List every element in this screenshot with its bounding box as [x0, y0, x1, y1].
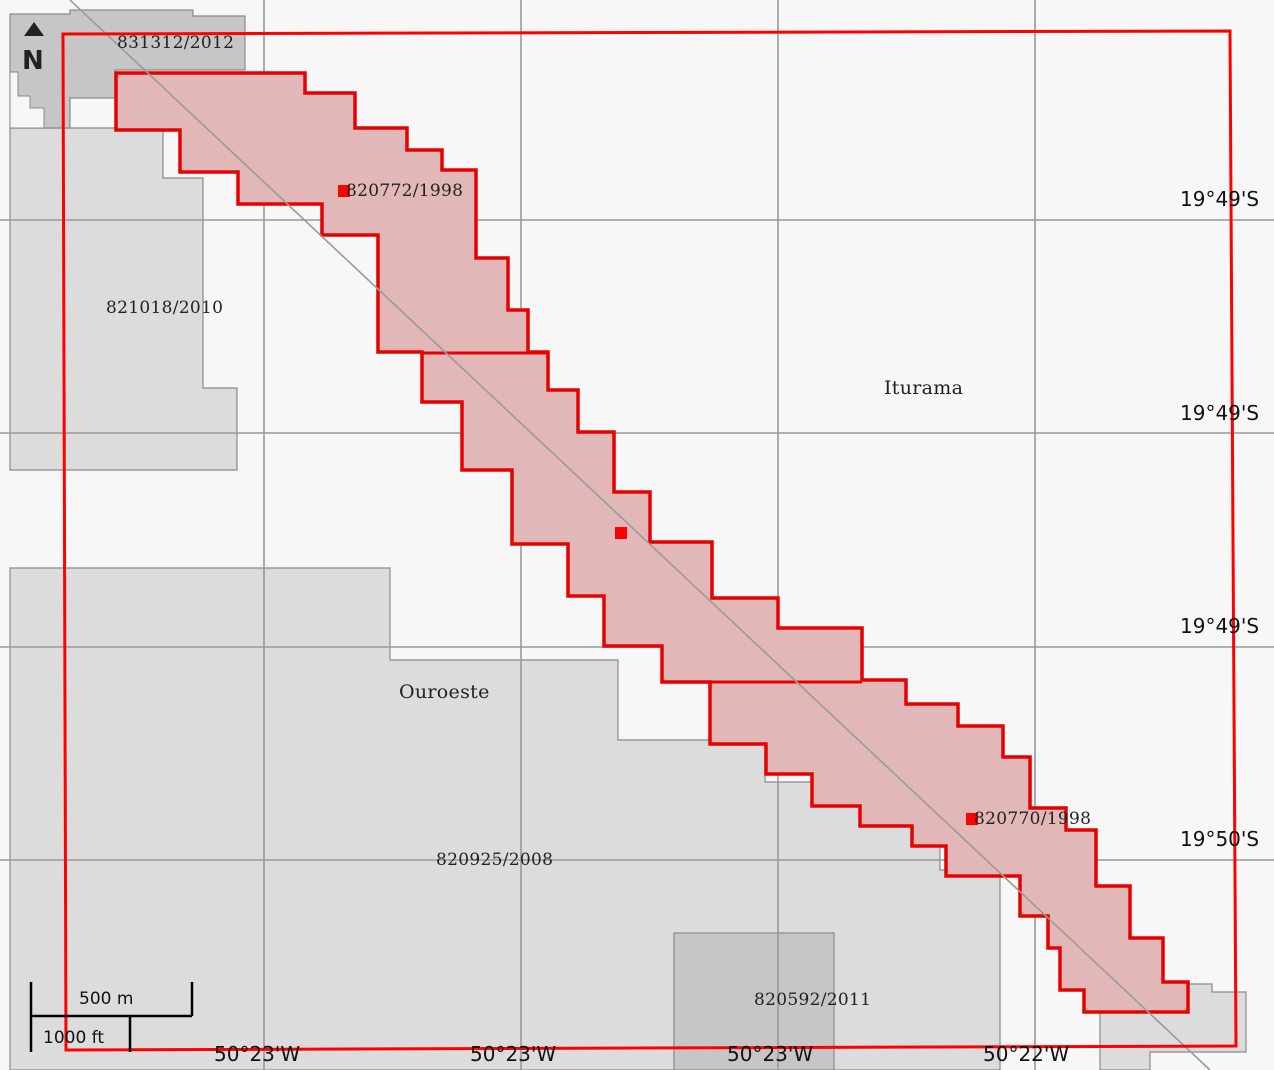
label-820772: 820772/1998: [346, 181, 463, 201]
marker-820770[interactable]: [966, 813, 978, 825]
north-arrow-label: N: [22, 46, 44, 76]
north-arrow-icon: N: [22, 22, 44, 76]
scale-label-metric: 500 m: [79, 989, 133, 1009]
target-subdivisions: [422, 351, 862, 684]
marker-center[interactable]: [615, 527, 627, 539]
lon-label-4: 50°22'W: [983, 1042, 1069, 1066]
label-820770: 820770/1998: [974, 809, 1091, 829]
study-area-boundary: [61, 29, 1238, 1052]
parcel-831312[interactable]: [9, 9, 246, 129]
label-820592: 820592/2011: [754, 990, 871, 1010]
lon-label-1: 50°23'W: [214, 1042, 300, 1066]
lat-label-1: 19°49'S: [1180, 187, 1259, 211]
lat-label-3: 19°49'S: [1180, 614, 1259, 638]
label-820925: 820925/2008: [436, 850, 553, 870]
label-831312: 831312/2012: [117, 33, 234, 53]
scale-bar: [29, 982, 194, 1052]
place-label-ouroeste: Ouroeste: [399, 681, 490, 703]
marker-820772[interactable]: [338, 185, 350, 197]
lon-label-3: 50°23'W: [727, 1042, 813, 1066]
place-label-iturama: Iturama: [884, 377, 963, 399]
lon-label-2: 50°23'W: [470, 1042, 556, 1066]
parcel-notch: [9, 71, 45, 129]
lat-label-2: 19°49'S: [1180, 401, 1259, 425]
diagonal-boundary-line: [69, 0, 1211, 1070]
lat-label-4: 19°50'S: [1180, 827, 1259, 851]
scale-label-imperial: 1000 ft: [43, 1028, 104, 1048]
parcel-821018[interactable]: [9, 127, 238, 471]
label-821018: 821018/2010: [106, 298, 223, 318]
